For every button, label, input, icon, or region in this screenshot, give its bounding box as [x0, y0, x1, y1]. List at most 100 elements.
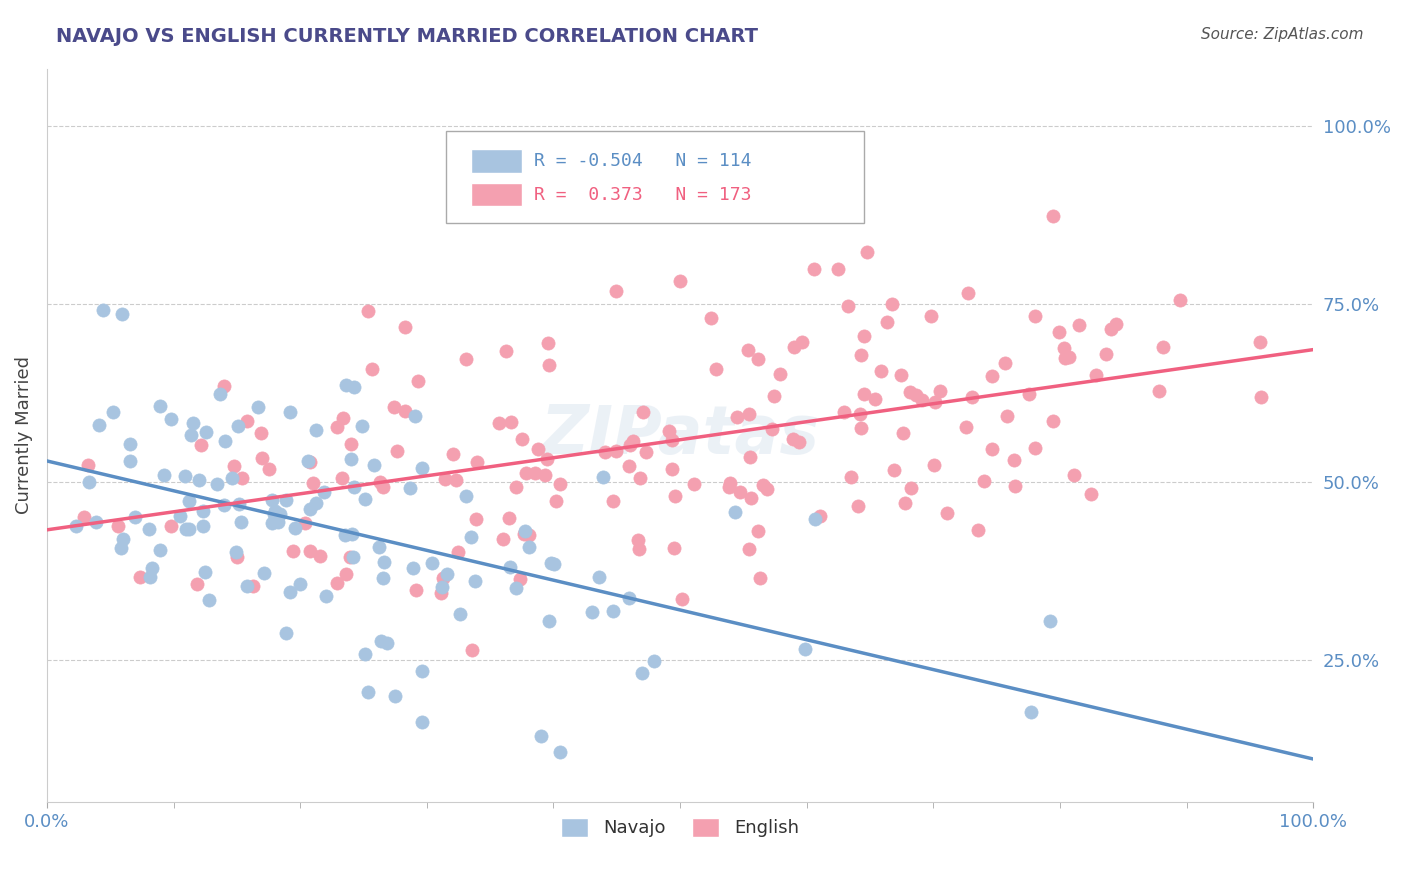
Point [863, 392, 886, 406]
Point [704, 361, 727, 376]
Point [832, 405, 855, 419]
Point [406, 374, 429, 388]
Point [581, 605, 603, 619]
Point [299, 455, 322, 469]
Point [86, 515, 108, 529]
Point [1149, 384, 1171, 399]
Point [169, 508, 191, 523]
Point [65, 519, 87, 533]
Point [312, 484, 335, 499]
Point [352, 419, 374, 434]
Point [891, 425, 914, 440]
Point [995, 409, 1018, 423]
Point [543, 557, 565, 571]
Point [924, 395, 946, 409]
Point [460, 530, 482, 544]
Point [229, 515, 252, 529]
Point [1084, 368, 1107, 382]
Point [1105, 317, 1128, 331]
Point [411, 460, 433, 475]
Bar [471, 149, 522, 173]
Point [73, 510, 96, 524]
Point [530, 729, 553, 743]
Point [1099, 322, 1122, 336]
Point [856, 244, 879, 259]
Point [725, 410, 748, 425]
Point [335, 378, 357, 392]
Point [152, 468, 174, 483]
Point [929, 384, 952, 398]
Point [1250, 390, 1272, 404]
Point [363, 458, 385, 472]
Point [911, 393, 934, 408]
Point [174, 469, 197, 483]
Point [718, 475, 741, 490]
Point [883, 463, 905, 477]
Point [536, 452, 558, 467]
Point [803, 512, 825, 526]
Point [441, 447, 464, 461]
Point [1024, 441, 1046, 455]
Point [257, 462, 280, 476]
Point [669, 274, 692, 288]
Point [540, 556, 562, 570]
Point [342, 550, 364, 565]
Point [160, 412, 183, 426]
Point [260, 516, 283, 531]
Point [524, 467, 547, 481]
Point [501, 415, 523, 429]
Point [515, 466, 537, 480]
Point [492, 532, 515, 546]
Point [740, 450, 762, 465]
Point [513, 527, 536, 541]
Point [411, 715, 433, 730]
Point [658, 424, 681, 438]
Point [149, 542, 172, 557]
Point [454, 489, 477, 503]
Point [138, 522, 160, 536]
Point [354, 491, 377, 506]
Point [737, 343, 759, 357]
Point [592, 469, 614, 483]
Point [643, 655, 665, 669]
Point [517, 540, 540, 554]
Point [1002, 452, 1025, 467]
Point [149, 399, 172, 413]
Point [371, 571, 394, 585]
Point [1052, 341, 1074, 355]
Point [420, 557, 443, 571]
Point [385, 444, 408, 458]
Point [124, 510, 146, 524]
Point [120, 437, 142, 451]
Point [332, 411, 354, 425]
Point [454, 351, 477, 366]
Point [619, 438, 641, 452]
Point [294, 516, 316, 530]
Point [1042, 209, 1064, 223]
Point [900, 481, 922, 495]
Point [747, 351, 769, 366]
Point [837, 299, 859, 313]
Point [343, 480, 366, 494]
Point [761, 422, 783, 436]
Text: R =  0.373   N = 173: R = 0.373 N = 173 [534, 186, 752, 203]
Point [139, 570, 162, 584]
Point [225, 545, 247, 559]
Point [852, 329, 875, 343]
Point [973, 474, 995, 488]
Point [488, 416, 510, 430]
Bar [471, 183, 522, 206]
Point [752, 478, 775, 492]
Point [402, 561, 425, 575]
Point [787, 435, 810, 450]
Point [188, 474, 211, 488]
Point [922, 458, 945, 472]
Point [957, 286, 980, 301]
Point [1039, 614, 1062, 628]
Point [377, 636, 399, 650]
Point [718, 480, 741, 494]
Point [247, 400, 270, 414]
Point [627, 533, 650, 547]
Point [231, 470, 253, 484]
Point [186, 576, 208, 591]
